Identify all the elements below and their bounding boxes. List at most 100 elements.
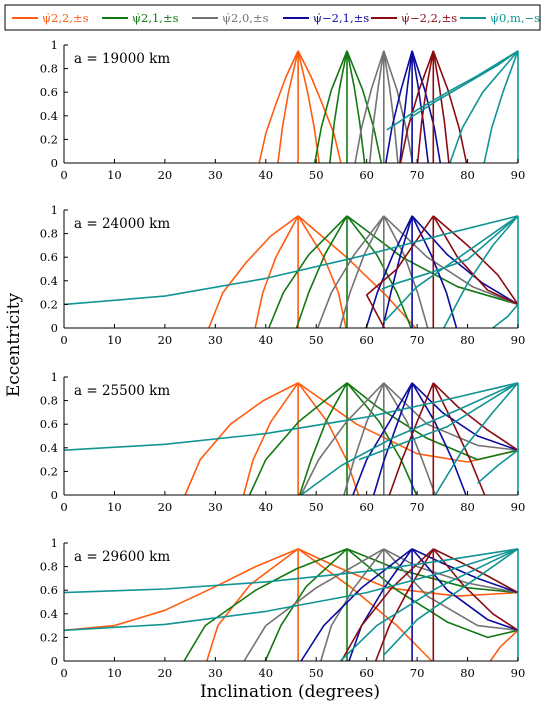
x-tick-label: 50 [309,168,324,182]
chart-panel: 0 10 20 30 40 50 60 70 80 90 0 0.2 0.4 0.6 0.8 1 a = 190… [40,38,526,182]
chart-panel: 0 10 20 30 40 50 60 70 80 90 0 0.2 0.4 0.6 0.8 1 a = 240… [40,203,526,347]
x-tick-label: 70 [410,333,425,347]
series-line [411,50,429,164]
series-line [297,382,360,496]
x-tick-label: 80 [460,333,475,347]
series-line [184,382,299,496]
series-line [381,215,519,290]
series-line [242,382,299,496]
y-tick-label: 1 [51,370,58,384]
series-line [368,50,385,164]
x-tick-label: 30 [208,500,223,514]
series-line [411,215,458,329]
y-tick-label: 0.4 [40,607,58,621]
series-line [372,382,413,496]
legend-label: ψ̇−2,2,±s [401,11,457,25]
y-tick-label: 0.8 [40,560,58,574]
series-group [63,382,519,496]
x-tick-label: 70 [410,666,425,680]
series-line [183,548,348,662]
series-line [63,548,519,632]
series-line [329,50,348,164]
series-line [340,548,434,662]
x-tick-label: 50 [309,666,324,680]
series-line [416,50,435,164]
series-line [443,215,519,329]
x-tick-label: 40 [258,666,273,680]
x-tick-label: 30 [208,666,223,680]
series-line [449,50,519,164]
y-tick-label: 0 [51,156,58,170]
series-line [297,215,417,329]
y-tick-label: 0.2 [40,464,58,478]
series-line [348,548,413,662]
x-tick-label: 80 [460,168,475,182]
x-tick-label: 60 [359,500,374,514]
series-line [248,382,348,496]
y-tick-label: 0.6 [40,417,58,431]
series-line [208,215,299,329]
y-tick-label: 0.8 [40,394,58,408]
series-line [409,50,519,119]
series-line [298,382,348,496]
series-line [63,548,519,594]
y-tick-label: 1 [51,203,58,217]
series-line [432,50,468,164]
x-tick-label: 0 [60,168,67,182]
series-line [383,548,519,656]
series-line [346,50,383,164]
series-line [411,548,519,594]
series-line [383,382,437,496]
series-line [63,382,519,451]
x-tick-label: 10 [107,333,122,347]
y-tick-label: 0.4 [40,441,58,455]
series-line [346,50,366,164]
x-tick-label: 20 [158,168,173,182]
series-line [386,50,519,131]
panels: 0 10 20 30 40 50 60 70 80 9000.20.40.60.81a = 190… [40,38,526,680]
series-line [383,382,519,451]
series-line [382,215,413,329]
y-tick-label: 0.4 [40,274,58,288]
series-group [258,50,519,164]
series-line [411,215,519,306]
x-tick-label: 0 [60,500,67,514]
x-tick-label: 40 [258,333,273,347]
y-tick-label: 0.2 [40,132,58,146]
legend-label: ψ̇2,1,±s [132,11,179,25]
series-line [383,50,414,164]
x-tick-label: 30 [208,333,223,347]
series-line [411,548,519,632]
series-line [297,50,342,164]
x-tick-label: 40 [258,500,273,514]
series-line [492,303,519,329]
series-line [346,548,519,639]
y-tick-label: 0.6 [40,250,58,264]
series-line [297,50,320,164]
x-tick-label: 20 [158,666,173,680]
x-tick-label: 90 [511,666,526,680]
series-line [385,50,413,164]
x-tick-label: 40 [258,168,273,182]
y-axis-title: Eccentricity [4,292,24,397]
series-line [399,50,413,164]
series-line [365,215,413,329]
x-tick-label: 10 [107,500,122,514]
panel-annotation: a = 19000 km [74,51,170,67]
y-tick-label: 0 [51,321,58,335]
x-tick-label: 80 [460,666,475,680]
series-line [346,215,412,329]
x-tick-label: 80 [460,500,475,514]
legend-label: ψ̇0,m,−s [490,11,540,25]
panel-annotation: a = 29600 km [74,549,170,565]
x-tick-label: 90 [511,168,526,182]
series-line [63,548,299,632]
x-tick-label: 10 [107,168,122,182]
series-line [346,215,519,306]
x-tick-label: 0 [60,333,67,347]
legend-label: ψ̇2,0,±s [222,11,269,25]
series-line [432,548,519,631]
series-line [374,548,434,662]
series-line [316,215,385,329]
y-tick-label: 0.8 [40,62,58,76]
